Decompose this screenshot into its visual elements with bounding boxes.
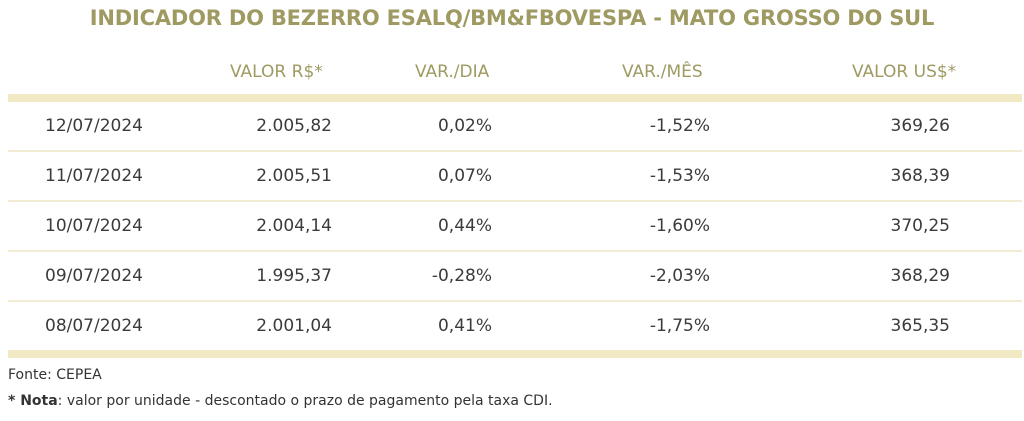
table-row: 09/07/2024 1.995,37 -0,28% -2,03% 368,29 [8, 252, 1022, 302]
header-divider-bar [8, 94, 1022, 102]
cell-valor-brl: 2.004,14 [256, 216, 332, 236]
cell-date: 09/07/2024 [45, 266, 143, 286]
cell-valor-usd: 369,26 [890, 116, 950, 136]
table-row: 11/07/2024 2.005,51 0,07% -1,53% 368,39 [8, 152, 1022, 202]
cell-var-dia: 0,07% [437, 166, 492, 186]
cell-date: 12/07/2024 [45, 116, 143, 136]
table-row: 10/07/2024 2.004,14 0,44% -1,60% 370,25 [8, 202, 1022, 252]
cell-date: 08/07/2024 [45, 316, 143, 336]
footer-divider-bar [8, 350, 1022, 358]
cell-date: 10/07/2024 [45, 216, 143, 236]
cell-valor-brl: 2.001,04 [256, 316, 332, 336]
cell-var-mes: -1,75% [649, 316, 710, 336]
header-var-dia: VAR./DIA [415, 62, 490, 82]
header-valor-brl: VALOR R$* [230, 62, 323, 82]
header-valor-usd: VALOR US$* [852, 62, 957, 82]
cell-var-dia: 0,41% [437, 316, 492, 336]
cell-valor-brl: 1.995,37 [256, 266, 332, 286]
cell-var-dia: 0,44% [437, 216, 492, 236]
table-header: VALOR R$* VAR./DIA VAR./MÊS VALOR US$* [0, 60, 1024, 90]
table-title: INDICADOR DO BEZERRO ESALQ/BM&FBOVESPA -… [89, 6, 935, 30]
cell-var-mes: -1,53% [649, 166, 710, 186]
cell-var-mes: -1,60% [649, 216, 710, 236]
source-note: Fonte: CEPEA [8, 367, 102, 383]
footnote-text: : valor por unidade - descontado o prazo… [57, 393, 553, 409]
footnote-label: * Nota [8, 393, 58, 409]
cell-valor-usd: 368,29 [890, 266, 950, 286]
cell-valor-brl: 2.005,51 [256, 166, 332, 186]
header-var-mes: VAR./MÊS [622, 62, 703, 82]
footnote: * Nota: valor por unidade - descontado o… [8, 393, 553, 409]
cell-valor-usd: 365,35 [890, 316, 950, 336]
cell-var-mes: -1,52% [649, 116, 710, 136]
cell-date: 11/07/2024 [45, 166, 143, 186]
table-row: 08/07/2024 2.001,04 0,41% -1,75% 365,35 [8, 302, 1022, 352]
cell-valor-brl: 2.005,82 [256, 116, 332, 136]
cell-var-mes: -2,03% [649, 266, 710, 286]
cell-var-dia: 0,02% [437, 116, 492, 136]
table-row: 12/07/2024 2.005,82 0,02% -1,52% 369,26 [8, 102, 1022, 152]
cell-var-dia: -0,28% [431, 266, 492, 286]
cell-valor-usd: 370,25 [890, 216, 950, 236]
cell-valor-usd: 368,39 [890, 166, 950, 186]
